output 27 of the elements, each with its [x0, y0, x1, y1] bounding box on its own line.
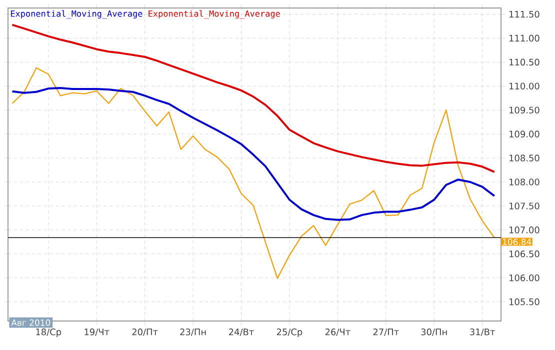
y-tick-label: 108.00 — [510, 178, 540, 186]
x-tick-label: 19/Чт — [84, 328, 110, 336]
y-tick-label: 107.00 — [510, 226, 540, 234]
y-tick-label: 106.50 — [510, 250, 540, 258]
x-tick-label: 31/Вт — [470, 328, 495, 336]
x-tick-label: 18/Ср — [36, 328, 62, 338]
x-tick-label: 26/Чт — [325, 328, 350, 336]
y-tick-label: 111.00 — [510, 34, 540, 42]
y-tick-label: 110.00 — [510, 82, 540, 90]
y-tick-label: 109.50 — [510, 106, 540, 114]
annotation: Авг 2010 — [11, 319, 50, 326]
x-tick-label: 24/Вт — [228, 328, 254, 336]
text: Exponential_Moving_Average — [148, 10, 280, 19]
x-tick-label: 20/Пт — [132, 328, 158, 336]
x-tick-label: 30/Пн — [421, 328, 447, 336]
y-tick-label: 110.50 — [510, 58, 540, 66]
x-tick-label: 23/Пн — [180, 328, 206, 336]
x-tick-label: 25/Ср — [276, 328, 302, 338]
x-tick-label: 27/Пт — [373, 328, 399, 336]
y-tick-label: 107.50 — [510, 202, 540, 210]
y-tick-label: 111.50 — [510, 10, 540, 18]
text: Exponential_Moving_Average — [11, 10, 142, 19]
ref-line-label: 106.84 — [502, 238, 532, 245]
y-tick-label: 109.00 — [510, 130, 540, 138]
y-tick-label: 106.00 — [510, 274, 540, 282]
y-tick-label: 105.50 — [510, 298, 540, 306]
y-tick-label: 108.50 — [510, 154, 540, 162]
